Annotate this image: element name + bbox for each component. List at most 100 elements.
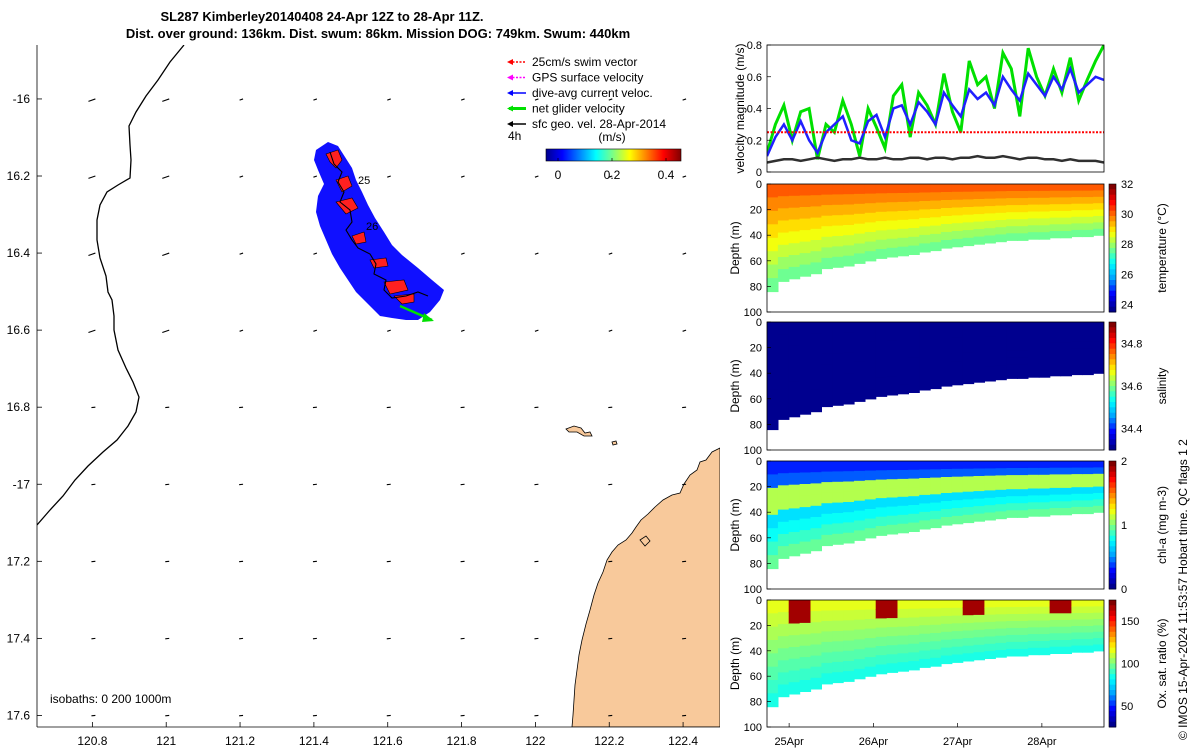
heatmap-cell bbox=[1027, 328, 1040, 337]
heatmap-cell bbox=[1038, 232, 1051, 240]
heatmap-cell bbox=[875, 368, 888, 379]
heatmap-cell bbox=[973, 199, 985, 208]
heatmap-cell bbox=[843, 640, 855, 652]
figure-title-line1: SL287 Kimberley20140408 24-Apr 12Z to 28… bbox=[161, 9, 484, 24]
heatmap-cell bbox=[962, 322, 975, 331]
heatmap-cell bbox=[767, 487, 779, 502]
heatmap-cell bbox=[821, 257, 833, 270]
geo-vector-arrow bbox=[162, 98, 170, 102]
heatmap-cell bbox=[810, 528, 822, 540]
heatmap-cell bbox=[1071, 184, 1083, 192]
heatmap-cell bbox=[940, 370, 953, 379]
heatmap-cell bbox=[864, 331, 877, 342]
heatmap-cell bbox=[1071, 613, 1083, 621]
heatmap-cell bbox=[1017, 350, 1029, 358]
heatmap-cell bbox=[897, 375, 909, 386]
heatmap-cell bbox=[777, 672, 790, 686]
heatmap-cell bbox=[788, 266, 801, 280]
heatmap-cell bbox=[821, 482, 833, 494]
heatmap-cell bbox=[1071, 474, 1083, 482]
heatmap-cell bbox=[810, 206, 822, 219]
colorbar-segment bbox=[1109, 189, 1116, 196]
heatmap-cell bbox=[810, 666, 822, 679]
heatmap-cell bbox=[930, 649, 942, 659]
heatmap-cell bbox=[1017, 627, 1029, 636]
heatmap-cell bbox=[810, 251, 822, 263]
colorbar-segment bbox=[1109, 402, 1116, 408]
heatmap-cell bbox=[951, 631, 964, 640]
heatmap-cell bbox=[864, 489, 877, 500]
heatmap-cell bbox=[832, 631, 844, 642]
y-tick-label: 40 bbox=[750, 368, 762, 380]
heatmap-cell bbox=[973, 191, 985, 200]
heatmap-cell bbox=[821, 610, 833, 622]
heatmap-cell bbox=[788, 543, 801, 557]
heatmap-cell bbox=[995, 628, 1007, 637]
colorbar-segment bbox=[1109, 370, 1116, 376]
heatmap-cell bbox=[1038, 467, 1051, 476]
heatmap-cell bbox=[767, 184, 779, 198]
heatmap-cell bbox=[1017, 191, 1029, 199]
heatmap-cell bbox=[1049, 217, 1062, 225]
heatmap-cell bbox=[940, 647, 953, 657]
heatmap-cell bbox=[930, 600, 942, 609]
heatmap-cell bbox=[962, 329, 975, 338]
heatmap-cell bbox=[1093, 600, 1104, 607]
heatmap-cell bbox=[940, 224, 953, 233]
colorbar-segment bbox=[1109, 600, 1116, 606]
heatmap-cell bbox=[788, 647, 801, 660]
heatmap-cell bbox=[777, 196, 790, 209]
heatmap-cell bbox=[1049, 640, 1062, 648]
heatmap-cell bbox=[875, 359, 888, 369]
heatmap-cell bbox=[1017, 461, 1029, 469]
colorbar-segment bbox=[1109, 530, 1116, 537]
heatmap-cell bbox=[864, 470, 877, 481]
heatmap-cell bbox=[1038, 184, 1051, 192]
heatmap-cell bbox=[1038, 225, 1051, 233]
heatmap-cell bbox=[886, 349, 899, 360]
geo-vector-arrow bbox=[460, 98, 465, 101]
heatmap-cell bbox=[788, 333, 801, 347]
heatmap-cell bbox=[886, 627, 899, 637]
map-y-tick-label: 17.2 bbox=[7, 554, 31, 568]
heatmap-cell bbox=[1049, 600, 1062, 608]
legend-arrowhead bbox=[507, 105, 513, 112]
heatmap-cell bbox=[1006, 641, 1018, 650]
heatmap-cell bbox=[788, 184, 801, 197]
heatmap-cell bbox=[951, 199, 964, 209]
heatmap-cell bbox=[832, 342, 844, 354]
heatmap-cell bbox=[1082, 367, 1094, 376]
heatmap-cell bbox=[951, 207, 964, 216]
heatmap-cell bbox=[1093, 341, 1104, 349]
y-tick-label: 0.6 bbox=[747, 72, 762, 84]
heatmap-cell bbox=[940, 461, 953, 470]
heatmap-cell bbox=[951, 623, 964, 632]
heatmap-cell bbox=[810, 322, 822, 334]
heatmap-cell bbox=[875, 600, 888, 610]
heatmap-cell bbox=[1060, 613, 1072, 621]
colorbar-segment bbox=[1109, 562, 1116, 569]
heatmap-cell bbox=[843, 650, 855, 662]
heatmap-cell bbox=[864, 193, 877, 204]
heatmap-cell bbox=[1038, 370, 1051, 378]
heatmap-cell bbox=[1017, 371, 1029, 379]
heatmap-cell bbox=[1027, 600, 1040, 608]
heatmap-cell bbox=[1071, 354, 1083, 362]
heatmap-cell bbox=[1082, 606, 1094, 614]
heatmap-cell bbox=[984, 351, 996, 360]
heatmap-cell bbox=[1060, 217, 1072, 225]
heatmap-cell bbox=[777, 485, 790, 499]
heatmap-cell bbox=[843, 322, 855, 333]
heatmap-cell bbox=[810, 366, 822, 379]
heatmap-cell bbox=[1082, 223, 1094, 231]
colorbar-segment bbox=[1109, 274, 1116, 281]
map-y-tick-label: 16.4 bbox=[7, 246, 31, 260]
heatmap-cell bbox=[1093, 322, 1104, 329]
heatmap-cell bbox=[777, 461, 790, 474]
heatmap-cell bbox=[788, 508, 801, 521]
heatmap-cell bbox=[832, 363, 844, 375]
heatmap-cell bbox=[919, 243, 931, 253]
heatmap-cell bbox=[1017, 205, 1029, 213]
colorbar-label: salinity bbox=[1155, 368, 1169, 405]
heatmap-cell bbox=[973, 337, 985, 346]
